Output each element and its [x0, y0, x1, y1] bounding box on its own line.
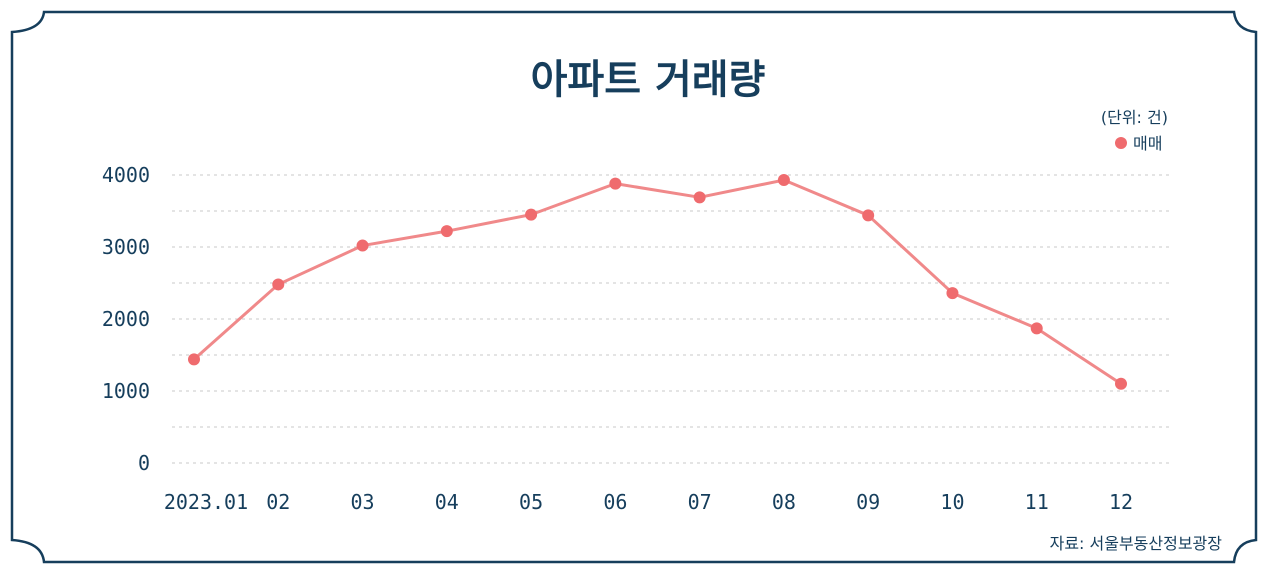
y-tick-label: 0: [138, 451, 150, 475]
series-line: [193, 178, 1122, 386]
x-tick-label: 10: [940, 490, 964, 514]
data-point: [188, 353, 200, 366]
x-tick-label: 11: [1025, 490, 1049, 514]
x-tick-label: 2023.01: [164, 490, 248, 514]
data-point: [777, 174, 790, 187]
data-point: [356, 239, 369, 252]
unit-label: (단위: 건): [1101, 108, 1168, 127]
x-tick-label: 08: [772, 490, 796, 514]
legend-marker: [1115, 137, 1127, 149]
data-point: [1030, 322, 1043, 335]
data-point: [609, 177, 622, 190]
x-tick-label: 07: [688, 490, 712, 514]
y-axis-ticks: 4000 3000 2000 1000 0: [102, 163, 150, 475]
x-tick-label: 04: [435, 490, 459, 514]
legend-label: 매매: [1133, 134, 1162, 153]
x-tick-label: 02: [266, 490, 290, 514]
x-tick-label: 09: [856, 490, 880, 514]
x-tick-label: 03: [350, 490, 374, 514]
chart-title: 아파트 거래량: [531, 57, 766, 103]
x-tick-label: 12: [1109, 490, 1133, 514]
data-point: [525, 208, 538, 221]
data-point: [693, 191, 706, 204]
data-point: [272, 278, 285, 291]
data-point: [946, 287, 959, 300]
y-tick-label: 3000: [102, 235, 150, 259]
y-tick-label: 1000: [102, 379, 150, 403]
series-layer: [188, 174, 1127, 390]
y-tick-label: 4000: [102, 163, 150, 187]
x-tick-label: 05: [519, 490, 543, 514]
source-label: 자료: 서울부동산정보광장: [1050, 534, 1223, 553]
y-tick-label: 2000: [102, 307, 150, 331]
data-point: [1115, 377, 1127, 390]
x-tick-label: 06: [603, 490, 627, 514]
data-point: [440, 225, 453, 238]
legend: 매매: [1115, 134, 1162, 153]
frame-border: [10, 10, 1258, 564]
x-axis-ticks: 2023.01 02 03 04 05 06 07 08 09 10 11 12: [164, 490, 1133, 514]
grid-lines: [172, 174, 1172, 464]
data-point: [862, 209, 875, 222]
